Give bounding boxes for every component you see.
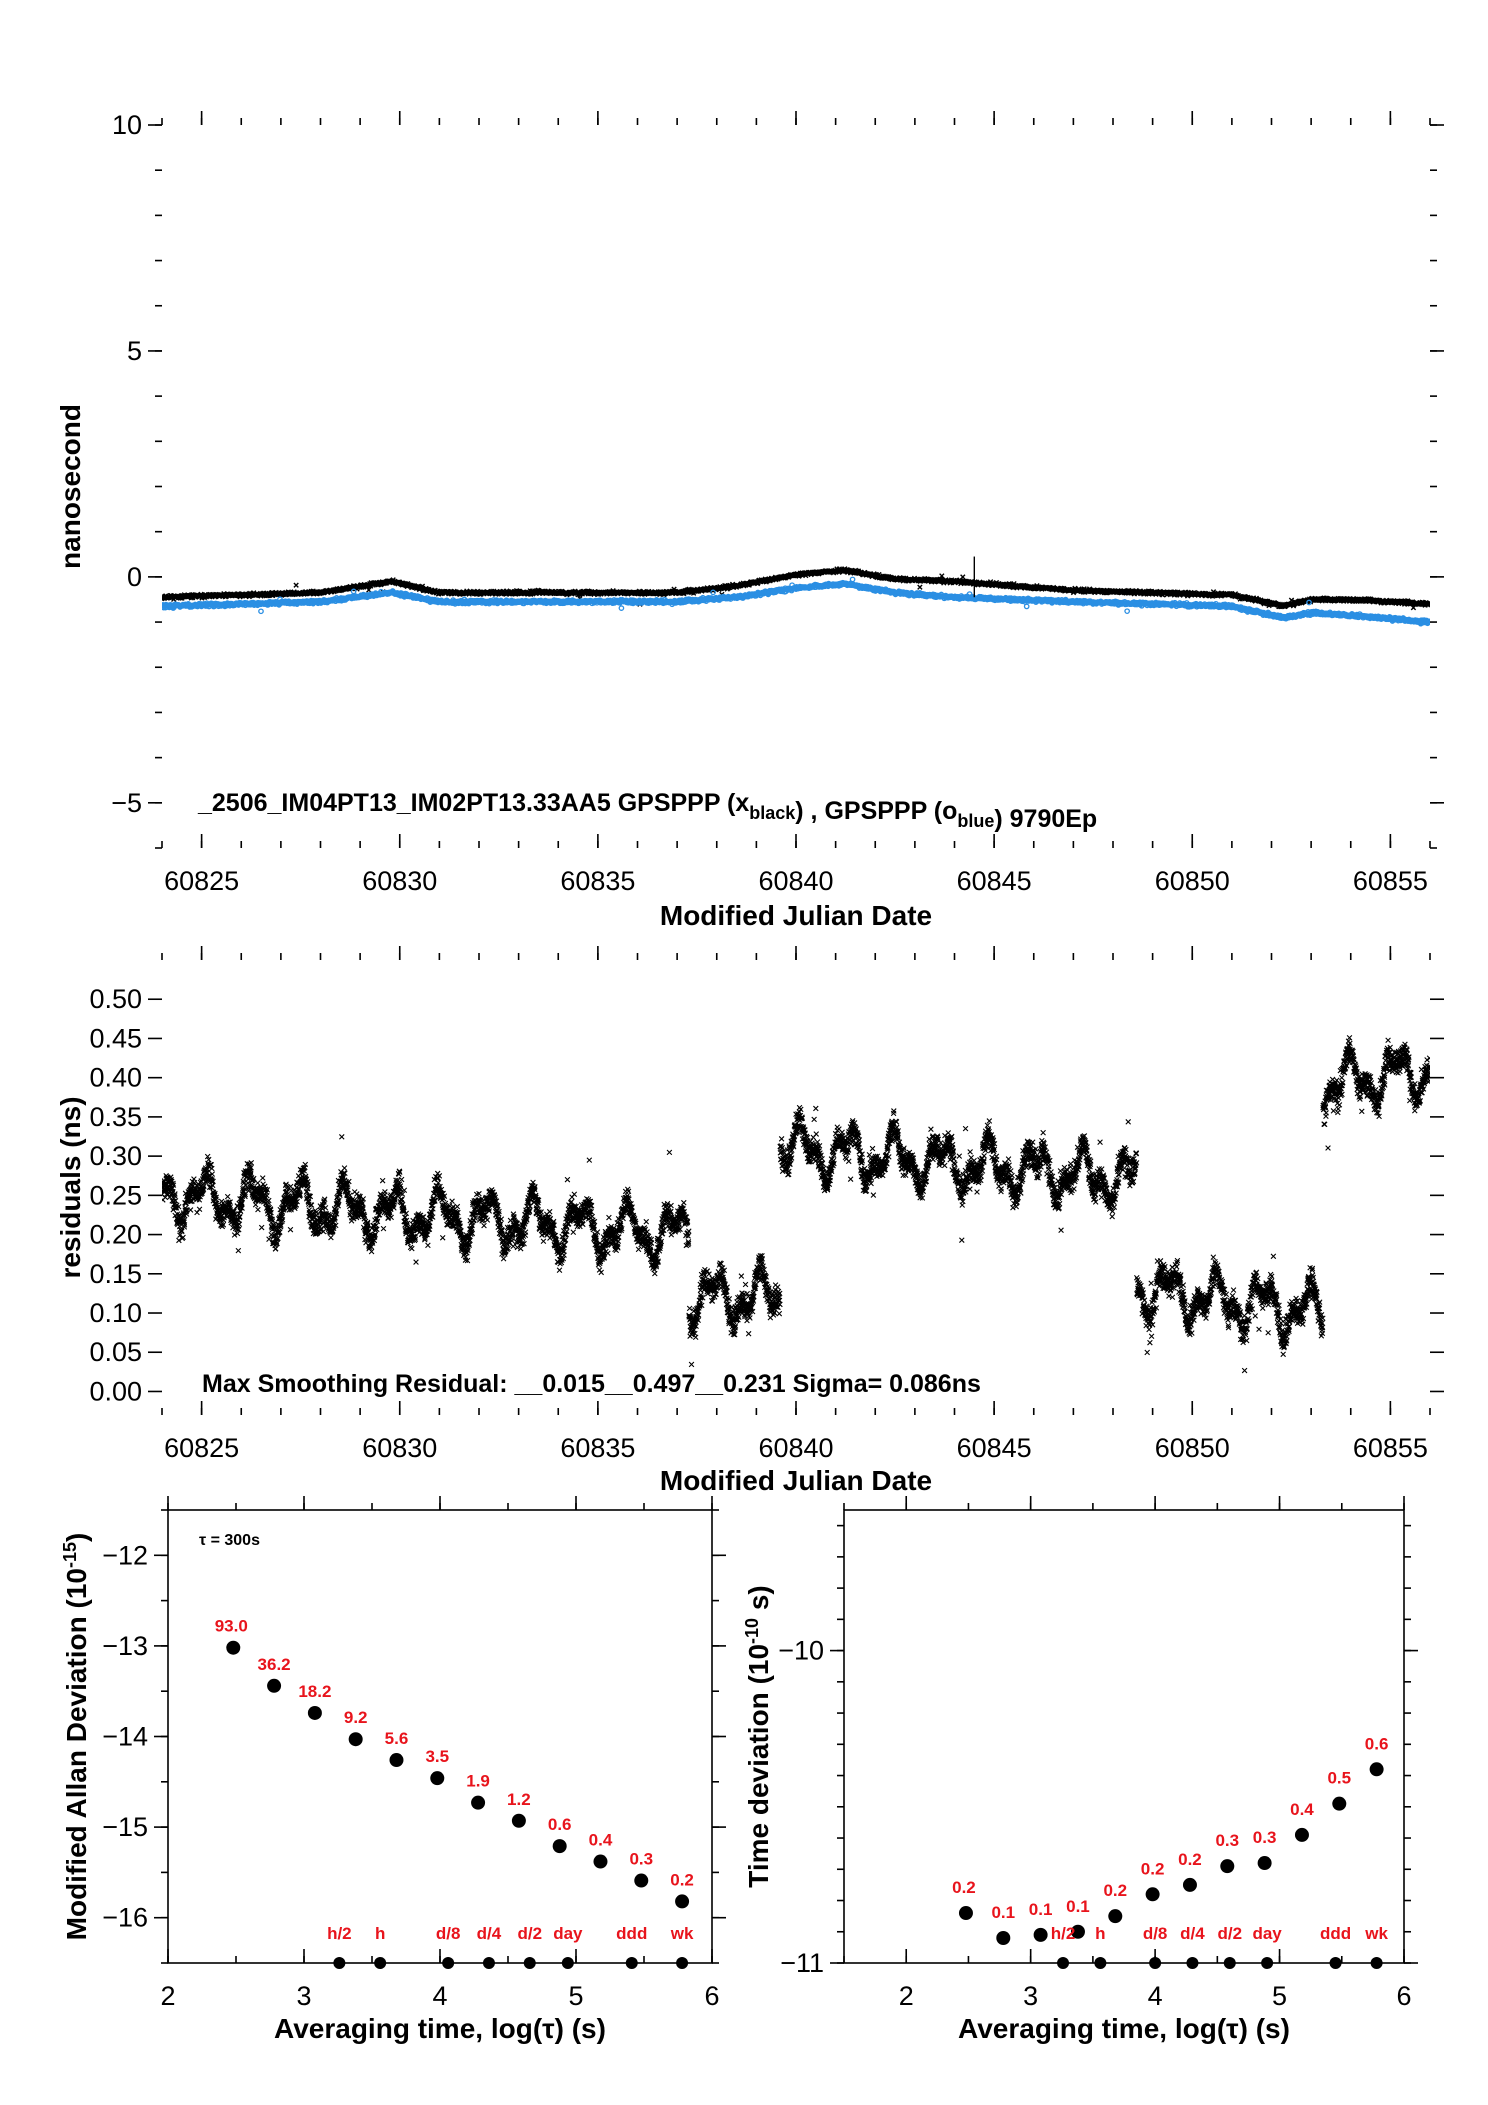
ts-series-blue xyxy=(162,576,1430,627)
ts-xtick-label: 60840 xyxy=(758,866,833,896)
ts-xtick-label: 60825 xyxy=(164,866,239,896)
ts-point-o xyxy=(618,605,625,611)
ts-xtick-label: 60845 xyxy=(957,866,1032,896)
ts-point-x xyxy=(917,584,923,590)
ts-point-o xyxy=(849,576,856,583)
ts-point-o xyxy=(258,608,264,615)
ts-xtick-label: 60830 xyxy=(362,866,437,896)
ts-point-o xyxy=(1124,608,1130,615)
ts-xtick-label: 60850 xyxy=(1155,866,1230,896)
ts-point-x xyxy=(366,587,372,593)
panel-timeseries: 60825 60830 60835 60840 60845 60850 60855 10 5 0 −… xyxy=(55,110,1444,931)
ts-ytick-label: 5 xyxy=(127,336,142,366)
ts-point-x xyxy=(960,574,966,580)
ts-plot-area xyxy=(162,556,1430,627)
ts-point-x xyxy=(293,582,299,588)
ts-xtick-label: 60855 xyxy=(1353,866,1428,896)
ts-point-o xyxy=(1023,603,1030,610)
ts-ytick-label: 10 xyxy=(112,110,142,140)
ts-xtick-label: 60835 xyxy=(560,866,635,896)
ts-ytick-label: −5 xyxy=(111,788,142,818)
ts-series-black xyxy=(162,566,1430,619)
ts-ytick-label: 0 xyxy=(127,562,142,592)
